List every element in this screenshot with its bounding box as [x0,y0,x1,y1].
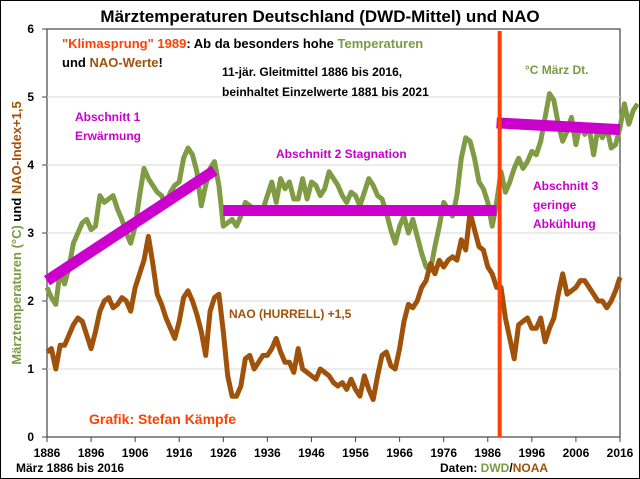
y-axis: 0 1 2 3 4 5 6 [27,22,47,444]
text-part: ! [159,55,163,70]
x-tick-label: 1896 [78,446,105,460]
text-part: NAO-Werte [89,55,158,70]
x-axis: 1886 1896 1906 1916 1926 1936 1946 1956 1966 1976… [34,437,634,460]
y-tick-label: 0 [27,430,34,444]
y-axis-label-part: Märztemperaturen (°C) [9,222,24,365]
x-tick-label: 1936 [254,446,281,460]
text-part: und [62,55,89,70]
period-note: März 1886 bis 2016 [16,461,124,475]
trend-line-section-3 [496,117,621,136]
x-tick-label: 2006 [563,446,590,460]
y-tick-label: 6 [27,22,34,36]
temperature-series-line [44,91,640,307]
data-source: Daten: DWD/NOAA [440,461,548,475]
section-3-label-line-2: geringe [533,198,577,212]
x-tick-label: 1966 [386,446,413,460]
text-part: Daten: [440,461,481,475]
x-tick-label: 1946 [298,446,325,460]
x-tick-label: 1886 [34,446,61,460]
trend-lines [43,117,621,286]
x-tick-label: 1916 [166,446,193,460]
y-tick-label: 5 [27,90,34,104]
chart-title: Märztemperaturen Deutschland (DWD-Mittel… [100,7,539,26]
text-part: "Klimasprung" 1989 [62,36,186,51]
text-part: DWD [481,461,510,475]
y-tick-label: 3 [27,226,34,240]
y-axis-label: Märztemperaturen (°C) und NAO-Index+1,5 [9,101,24,364]
author-credit: Grafik: Stefan Kämpfe [89,411,236,427]
x-tick-label: 1996 [518,446,545,460]
x-tick-label: 1986 [474,446,501,460]
section-3-label-line-1: Abschnitt 3 [533,179,599,193]
trend-line-section-1 [43,165,218,286]
y-tick-label: 4 [27,158,34,172]
headline-line-2: und NAO-Werte! [62,55,163,70]
temperature-legend-label: °C März Dt. [525,63,588,77]
section-3-label-line-3: Abkühlung [533,217,596,231]
y-axis-label-part: und [9,194,24,221]
text-part: Temperaturen [338,36,424,51]
smoothing-note-line-2: beinhaltet Einzelwerte 1881 bis 2021 [222,85,429,99]
text-part: NOAA [513,461,549,475]
text-part: / [509,461,513,475]
section-2-label: Abschnitt 2 Stagnation [276,147,407,161]
smoothing-note-line-1: 11-jär. Gleitmittel 1886 bis 2016, [222,65,402,79]
x-tick-label: 1906 [122,446,149,460]
y-tick-label: 1 [27,362,34,376]
x-tick-label: 1926 [210,446,237,460]
x-tick-label: 1956 [342,446,369,460]
x-tick-label: 1976 [430,446,457,460]
section-1-label-line-2: Erwärmung [75,129,141,143]
nao-series-line [45,210,623,403]
text-part: : Ab da besonders hohe [186,36,337,51]
nao-series-label: NAO (HURRELL) +1,5 [229,307,352,321]
series-group [44,91,640,403]
y-axis-label-part: NAO-Index+1,5 [9,101,24,194]
section-1-label-line-1: Abschnitt 1 [75,110,141,124]
headline-line-1: "Klimasprung" 1989: Ab da besonders hohe… [62,36,423,51]
x-tick-label: 2016 [607,446,634,460]
y-tick-label: 2 [27,294,34,308]
